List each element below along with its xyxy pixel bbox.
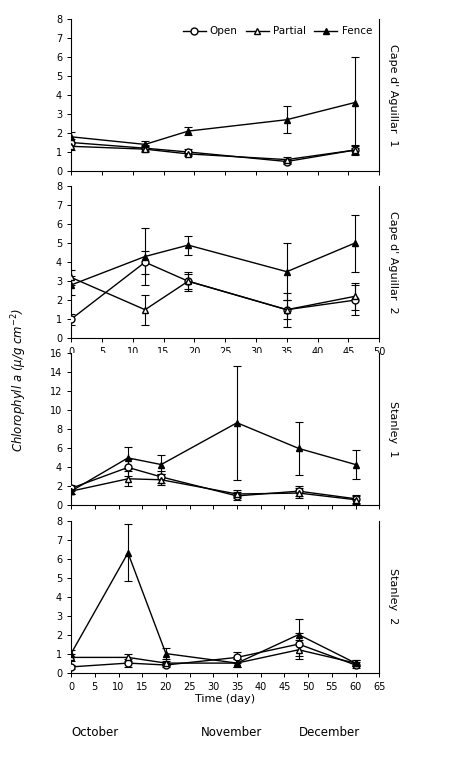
X-axis label: Time (day): Time (day) <box>195 695 255 705</box>
X-axis label: Time (day): Time (day) <box>195 360 255 370</box>
Y-axis label: Stanley  2: Stanley 2 <box>388 568 398 625</box>
Text: November: November <box>201 727 262 739</box>
Text: November: November <box>201 392 262 405</box>
Text: Chlorophyll $a$ (μ/g cm$^{-2}$): Chlorophyll $a$ (μ/g cm$^{-2}$) <box>9 308 29 452</box>
Y-axis label: Stanley  1: Stanley 1 <box>388 401 398 458</box>
Y-axis label: Cape d' Aguillar  2: Cape d' Aguillar 2 <box>388 211 398 314</box>
Text: October: October <box>71 727 118 739</box>
Y-axis label: Cape d' Aguillar  1: Cape d' Aguillar 1 <box>388 44 398 146</box>
Text: December: December <box>305 392 366 405</box>
Text: October: October <box>71 392 118 405</box>
Legend: Open, Partial, Fence: Open, Partial, Fence <box>181 24 374 38</box>
Text: December: December <box>299 727 360 739</box>
